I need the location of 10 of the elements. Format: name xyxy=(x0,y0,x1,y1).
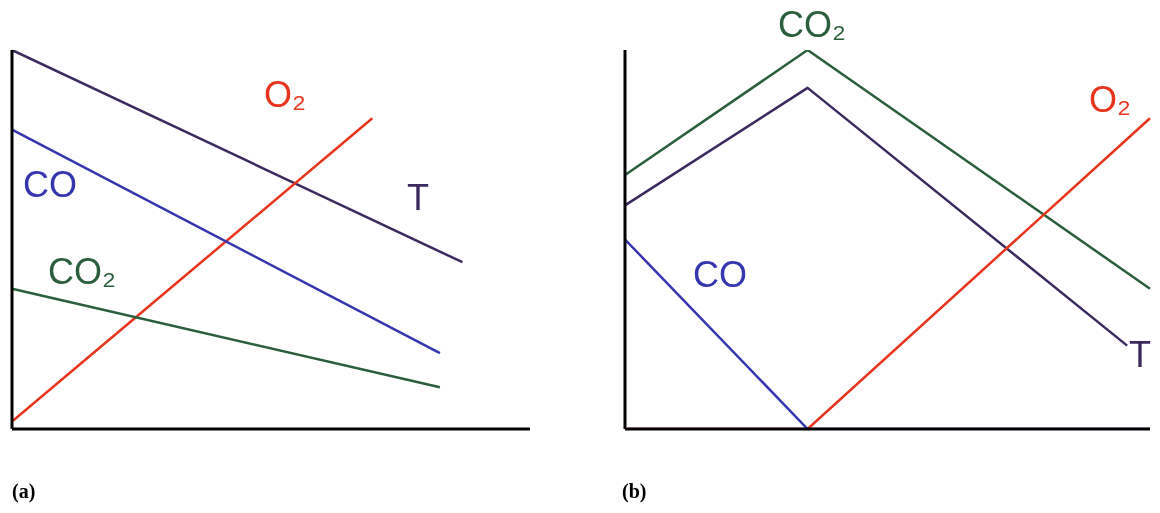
series-label: CO xyxy=(693,254,747,296)
series-label: CO₂ xyxy=(778,4,846,46)
series-label: CO xyxy=(23,164,77,206)
text: (b) xyxy=(622,480,647,503)
series-label: O₂ xyxy=(1089,79,1131,121)
series-label: T xyxy=(407,177,429,219)
series-label: CO₂ xyxy=(48,251,116,293)
series-label: O₂ xyxy=(264,74,306,116)
series-label: T xyxy=(1129,334,1151,376)
text: (a) xyxy=(12,480,36,503)
